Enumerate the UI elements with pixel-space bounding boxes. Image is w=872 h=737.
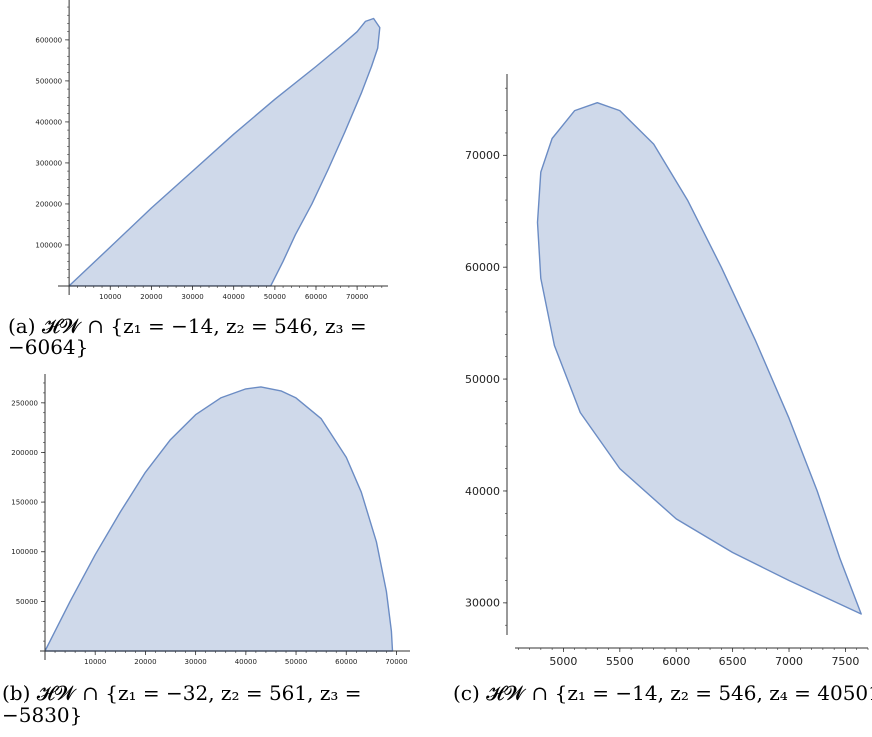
y-tick-label: 600000 bbox=[35, 36, 62, 44]
figure-caption: (a) 𝓗𝓦 ∩ {z₁ = −14, z₂ = 546, z₃ = bbox=[8, 314, 367, 338]
y-tick-label: 200000 bbox=[35, 200, 62, 208]
x-tick-label: 70000 bbox=[346, 293, 368, 301]
y-tick-label: 50000 bbox=[465, 373, 500, 386]
y-tick-label: 70000 bbox=[465, 149, 500, 162]
y-tick-label: 400000 bbox=[35, 118, 62, 126]
x-tick-label: 70000 bbox=[385, 658, 407, 666]
x-tick-label: 60000 bbox=[305, 293, 327, 301]
region-boundary bbox=[536, 102, 862, 615]
chart-a: 10000 20000 30000 40000 50000 60000 70000 10000… bbox=[8, 0, 388, 359]
x-tick-label: 6000 bbox=[662, 655, 690, 668]
y-tick-label: 250000 bbox=[11, 399, 38, 407]
x-tick-label: 7500 bbox=[831, 655, 859, 668]
x-tick-label: 60000 bbox=[335, 658, 357, 666]
x-tick-label: 5500 bbox=[606, 655, 634, 668]
region-boundary bbox=[68, 17, 381, 287]
figure-caption: (c) 𝓗𝓦 ∩ {z₁ = −14, z₂ = 546, z₄ = 40501… bbox=[453, 681, 872, 705]
y-tick-label: 60000 bbox=[465, 261, 500, 274]
figure-caption: −5830} bbox=[2, 703, 82, 727]
chart-b: 10000 20000 30000 40000 50000 60000 70000 50000… bbox=[2, 374, 410, 727]
y-tick-label: 500000 bbox=[35, 77, 62, 85]
region-boundary bbox=[44, 386, 394, 652]
x-tick-label: 30000 bbox=[184, 658, 206, 666]
x-tick-label: 10000 bbox=[84, 658, 106, 666]
x-tick-label: 20000 bbox=[140, 293, 162, 301]
region-fill bbox=[69, 18, 380, 286]
region-fill bbox=[537, 102, 862, 614]
x-tick-label: 30000 bbox=[181, 293, 203, 301]
x-tick-label: 40000 bbox=[223, 293, 245, 301]
chart-c: 5000 5500 6000 6500 7000 7500 30000 40000 50000 6… bbox=[453, 74, 872, 705]
x-tick-label: 40000 bbox=[235, 658, 257, 666]
figure-caption: −6064} bbox=[8, 335, 88, 359]
region-fill bbox=[45, 386, 393, 651]
y-tick-label: 50000 bbox=[16, 598, 38, 606]
y-tick-label: 150000 bbox=[11, 499, 38, 507]
x-tick-label: 5000 bbox=[549, 655, 577, 668]
x-tick-label: 10000 bbox=[99, 293, 121, 301]
y-tick-label: 100000 bbox=[35, 241, 62, 249]
y-tick-label: 100000 bbox=[11, 548, 38, 556]
figure-caption: (b) 𝓗𝓦 ∩ {z₁ = −32, z₂ = 561, z₃ = bbox=[2, 681, 362, 705]
y-tick-label: 30000 bbox=[465, 597, 500, 610]
x-tick-label: 20000 bbox=[134, 658, 156, 666]
x-tick-label: 50000 bbox=[285, 658, 307, 666]
x-tick-label: 7000 bbox=[775, 655, 803, 668]
y-tick-label: 200000 bbox=[11, 449, 38, 457]
y-tick-label: 40000 bbox=[465, 485, 500, 498]
x-tick-label: 6500 bbox=[719, 655, 747, 668]
x-tick-label: 50000 bbox=[264, 293, 286, 301]
y-tick-label: 300000 bbox=[35, 159, 62, 167]
